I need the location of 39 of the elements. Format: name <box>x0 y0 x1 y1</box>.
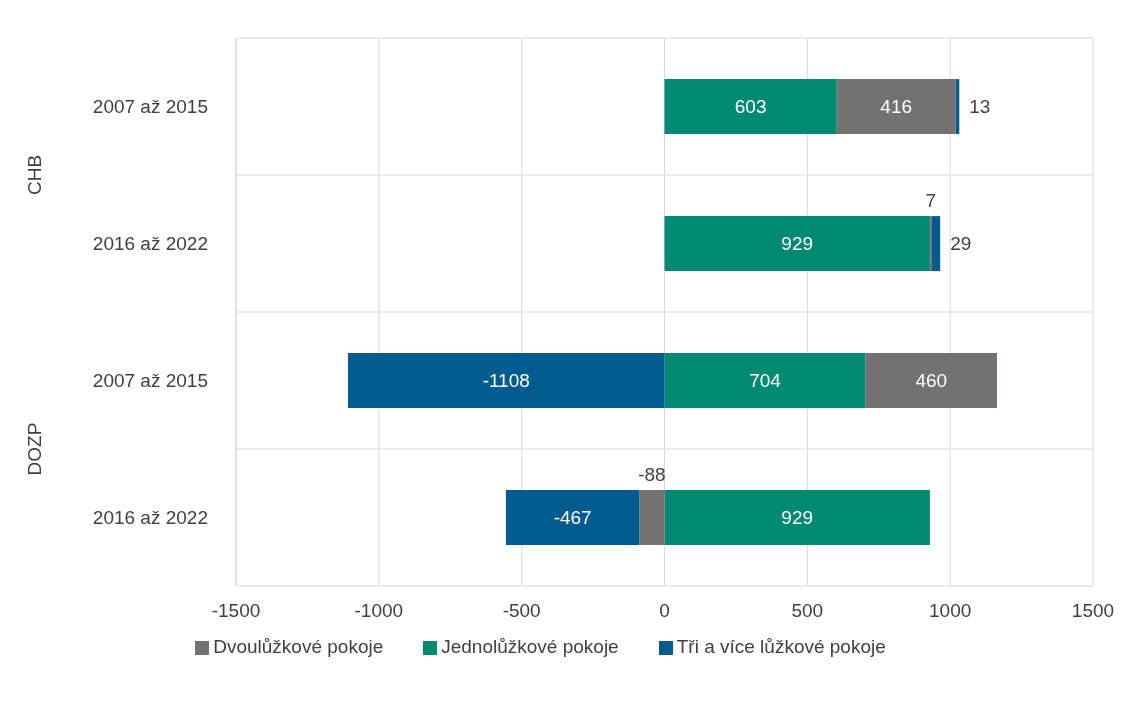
bar <box>929 216 932 272</box>
x-tick-label: 0 <box>659 600 670 622</box>
y-tick-label: 2007 až 2015 <box>92 96 208 118</box>
legend-label: Tři a více lůžkové pokoje <box>676 636 886 657</box>
text: CHB <box>24 154 46 196</box>
data-label: -467 <box>553 507 592 529</box>
bar <box>664 490 930 546</box>
x-tick-label: 1000 <box>929 600 972 622</box>
x-tick-label: 500 <box>791 600 824 622</box>
data-label: 416 <box>880 96 913 118</box>
data-label: 929 <box>781 507 814 529</box>
x-tick-label: 1500 <box>1071 600 1115 622</box>
bar <box>664 353 866 409</box>
text: DOZP <box>24 422 46 476</box>
data-label: -88 <box>638 463 666 485</box>
data-label: 929 <box>781 233 814 255</box>
legend-label: Jednolůžkové pokoje <box>441 636 619 657</box>
bar <box>639 490 665 546</box>
bar <box>931 216 941 272</box>
bar <box>347 353 665 409</box>
x-tick-label: -500 <box>502 600 541 622</box>
bar <box>836 79 956 135</box>
data-label: 7 <box>925 189 937 211</box>
bar <box>865 353 998 409</box>
y-tick-label: 2016 až 2022 <box>92 233 208 255</box>
data-label: 704 <box>749 370 782 392</box>
bar <box>505 490 640 546</box>
data-label: 460 <box>915 370 948 392</box>
bar <box>664 79 837 135</box>
x-tick-label: -1500 <box>211 600 261 622</box>
x-tick-label: -1000 <box>354 600 404 622</box>
data-label: 603 <box>734 96 767 118</box>
legend-label: Dvoulůžkové pokoje <box>213 636 384 657</box>
y-tick-label: 2007 až 2015 <box>92 370 208 392</box>
bar <box>664 216 930 272</box>
data-label: 29 <box>950 233 972 255</box>
data-label: -1108 <box>482 370 530 392</box>
y-tick-label: 2016 až 2022 <box>92 507 208 529</box>
data-label: 13 <box>969 96 991 118</box>
